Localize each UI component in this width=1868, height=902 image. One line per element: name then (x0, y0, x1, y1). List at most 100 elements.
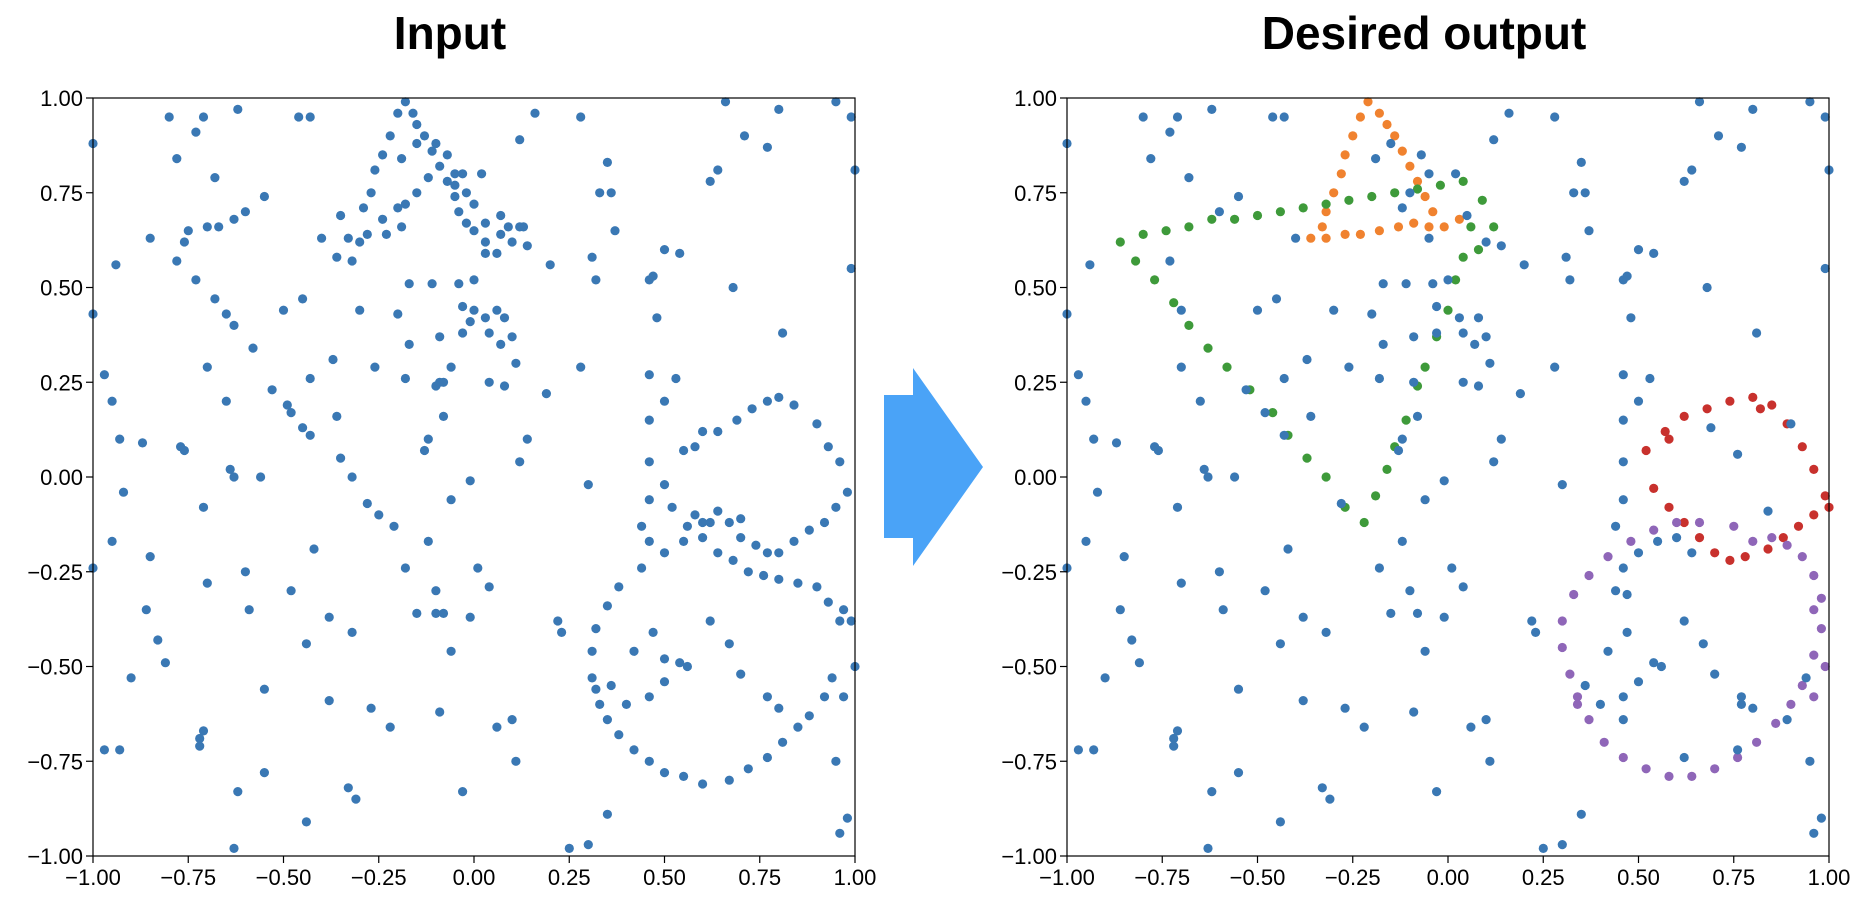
y-tick-label: 0.00 (1014, 465, 1057, 490)
plot-frame (92, 97, 856, 857)
data-point-blue (480, 237, 490, 247)
data-point-blue (774, 392, 784, 402)
data-point-blue (362, 498, 372, 509)
data-point-blue (1618, 495, 1628, 505)
data-point-blue (1275, 817, 1285, 827)
data-point-blue (400, 373, 410, 384)
data-point-blue (1748, 104, 1758, 114)
data-point-blue (1515, 389, 1525, 399)
data-point-blue (1618, 415, 1628, 425)
data-point-purple (1809, 692, 1819, 702)
data-point-blue (1618, 457, 1628, 467)
data-point-orange (1374, 108, 1384, 118)
data-point-blue (393, 203, 403, 213)
data-point-blue (705, 176, 715, 186)
data-point-blue (522, 241, 532, 251)
data-point-blue (1489, 135, 1499, 145)
data-point-blue (644, 495, 654, 505)
data-point-blue (762, 142, 773, 152)
data-point-blue (381, 229, 391, 239)
data-point-blue (679, 445, 689, 456)
data-point-blue (248, 343, 258, 353)
data-point-blue (648, 271, 658, 281)
data-point-blue (332, 411, 342, 421)
data-point-blue (1809, 828, 1819, 838)
data-point-blue (637, 521, 647, 531)
data-point-purple (1694, 517, 1705, 528)
data-point-blue (458, 169, 468, 179)
data-point-purple (1565, 669, 1575, 679)
data-point-blue (823, 442, 833, 452)
data-point-blue (1702, 282, 1712, 293)
data-point-blue (1207, 787, 1217, 797)
data-point-blue (1611, 586, 1621, 596)
data-point-red (1679, 411, 1689, 421)
data-point-green (1382, 464, 1392, 474)
data-point-blue (698, 533, 708, 543)
data-point-blue (324, 696, 334, 706)
data-point-blue (480, 313, 490, 323)
data-point-blue (698, 517, 708, 528)
data-point-blue (404, 339, 414, 349)
data-point-blue (1260, 408, 1270, 418)
data-point-blue (191, 127, 201, 137)
data-point-purple (1797, 552, 1807, 562)
data-point-blue (557, 627, 567, 638)
data-point-red (1767, 400, 1777, 410)
data-point-blue (762, 752, 773, 763)
data-point-blue (1378, 279, 1388, 289)
data-point-orange (1340, 229, 1350, 239)
data-point-blue (419, 445, 430, 456)
data-point-blue (1733, 449, 1743, 459)
data-point-blue (507, 715, 517, 725)
data-point-blue (1165, 127, 1175, 137)
data-point-blue (1176, 305, 1186, 315)
data-point-orange (1382, 119, 1392, 130)
data-point-green (1390, 188, 1400, 198)
data-point-blue (1085, 260, 1095, 270)
data-point-blue (595, 188, 605, 198)
data-point-blue (385, 131, 395, 141)
data-point-blue (587, 252, 597, 262)
data-point-blue (1291, 233, 1301, 243)
x-tick-label: −0.25 (351, 865, 407, 890)
data-point-blue (659, 677, 670, 687)
data-point-blue (336, 453, 346, 463)
data-point-blue (1386, 138, 1396, 149)
data-point-blue (347, 627, 357, 638)
x-tick-label: −0.25 (1325, 865, 1381, 890)
data-point-blue (614, 730, 624, 740)
data-point-blue (652, 313, 662, 323)
data-point-blue (336, 210, 346, 221)
data-point-blue (1649, 248, 1659, 258)
data-point-orange (1454, 214, 1464, 224)
data-point-blue (1694, 97, 1705, 107)
data-point-blue (195, 741, 205, 751)
data-point-blue (511, 756, 521, 766)
data-point-blue (1115, 605, 1125, 615)
data-point-orange (1321, 207, 1331, 217)
data-point-blue (591, 684, 601, 694)
data-point-blue (1653, 536, 1663, 547)
data-point-blue (484, 377, 494, 387)
data-point-blue (762, 396, 773, 406)
data-point-blue (1420, 495, 1430, 505)
data-point-blue (358, 203, 369, 213)
data-point-blue (233, 104, 243, 114)
data-point-green (1230, 214, 1240, 224)
data-point-red (1809, 464, 1819, 474)
data-point-blue (793, 578, 803, 588)
data-point-blue (469, 226, 479, 236)
data-point-blue (621, 699, 632, 710)
data-point-green (1275, 207, 1285, 217)
data-point-blue (1401, 279, 1411, 289)
data-point-red (1702, 404, 1712, 414)
y-tick-label: 0.50 (40, 276, 83, 301)
data-point-blue (1443, 275, 1453, 285)
data-point-blue (343, 233, 353, 243)
data-point-blue (282, 400, 292, 410)
data-point-blue (461, 188, 471, 198)
data-point-blue (759, 570, 769, 581)
data-point-blue (1611, 521, 1621, 531)
